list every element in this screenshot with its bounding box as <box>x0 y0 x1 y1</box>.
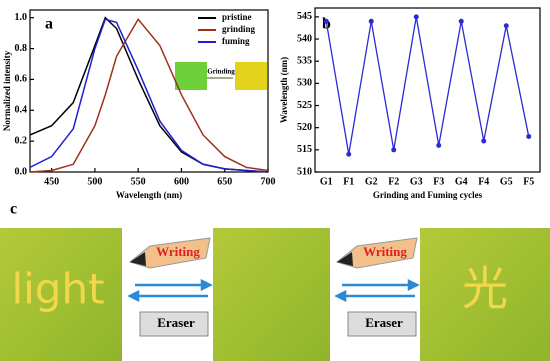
pencil-icon <box>128 237 418 269</box>
series-line <box>29 17 269 173</box>
eraser-icon <box>347 311 417 337</box>
arrows <box>127 278 420 303</box>
inset-label: Grinding <box>207 68 235 76</box>
x-tick-label: G5 <box>500 176 513 187</box>
data-point <box>436 142 442 148</box>
y-tick-label: 510 <box>297 166 312 177</box>
data-point <box>481 138 487 144</box>
y-tick-label: 525 <box>297 100 312 111</box>
x-axis-label: Grinding and Fuming cycles <box>373 190 483 200</box>
eraser-label: Eraser <box>365 315 403 330</box>
x-tick-label: G2 <box>365 176 378 187</box>
data-point <box>413 14 419 20</box>
x-tick-label: 550 <box>131 176 146 187</box>
data-point <box>368 18 374 24</box>
x-tick-label: 650 <box>217 176 232 187</box>
x-tick-label: F4 <box>478 176 489 187</box>
x-tick-label: F5 <box>523 176 534 187</box>
y-tick-label: 520 <box>297 122 312 133</box>
data-point <box>391 147 397 153</box>
panel-label: a <box>45 16 53 33</box>
series-line <box>325 16 530 155</box>
x-tick-label: G1 <box>320 176 333 187</box>
legend-label: pristine <box>222 12 252 22</box>
y-tick-label: 0.2 <box>15 135 28 146</box>
photo <box>213 228 330 361</box>
written-text: 光 <box>462 262 508 316</box>
y-tick-label: 545 <box>297 11 312 22</box>
data-point <box>458 18 464 24</box>
y-tick-label: 0.8 <box>15 43 28 54</box>
x-tick-label: F2 <box>388 176 399 187</box>
data-point <box>323 18 329 24</box>
x-tick-label: G4 <box>455 176 468 187</box>
photo <box>0 228 122 361</box>
plot-frame <box>314 7 541 173</box>
x-tick-label: 600 <box>174 176 189 187</box>
data-point <box>346 151 352 157</box>
data-point <box>503 23 509 29</box>
legend-label: fuming <box>222 36 250 46</box>
y-tick-label: 0.0 <box>15 166 28 177</box>
x-axis-label: Wavelength (nm) <box>116 190 182 200</box>
data-point <box>526 134 532 140</box>
inset-photo <box>235 62 267 90</box>
x-tick-label: 500 <box>87 176 102 187</box>
plot-frame <box>29 9 269 173</box>
y-tick-label: 1.0 <box>15 12 28 23</box>
y-tick-label: 540 <box>297 33 312 44</box>
y-axis-label: Wavelength (nm) <box>279 57 289 123</box>
y-axis-label: Normalized intensity <box>2 50 12 131</box>
x-tick-label: 450 <box>44 176 59 187</box>
eraser-label: Eraser <box>157 315 195 330</box>
y-tick-label: 535 <box>297 55 312 66</box>
y-tick-label: 530 <box>297 78 312 89</box>
eraser-icon <box>139 311 209 337</box>
x-tick-label: 700 <box>261 176 276 187</box>
x-tick-label: G3 <box>410 176 423 187</box>
legend-label: grinding <box>222 24 256 34</box>
photo <box>420 228 550 361</box>
x-tick-label: F3 <box>433 176 444 187</box>
y-tick-label: 0.6 <box>15 74 28 85</box>
panel-label: c <box>10 201 17 218</box>
x-tick-label: F1 <box>343 176 354 187</box>
pencil-label: Writing <box>363 244 407 259</box>
pencil-label: Writing <box>156 244 200 259</box>
series-line <box>29 18 269 173</box>
y-tick-label: 515 <box>297 144 312 155</box>
written-text: light <box>11 265 104 314</box>
inset-photo <box>175 62 207 90</box>
y-tick-label: 0.4 <box>15 105 28 116</box>
